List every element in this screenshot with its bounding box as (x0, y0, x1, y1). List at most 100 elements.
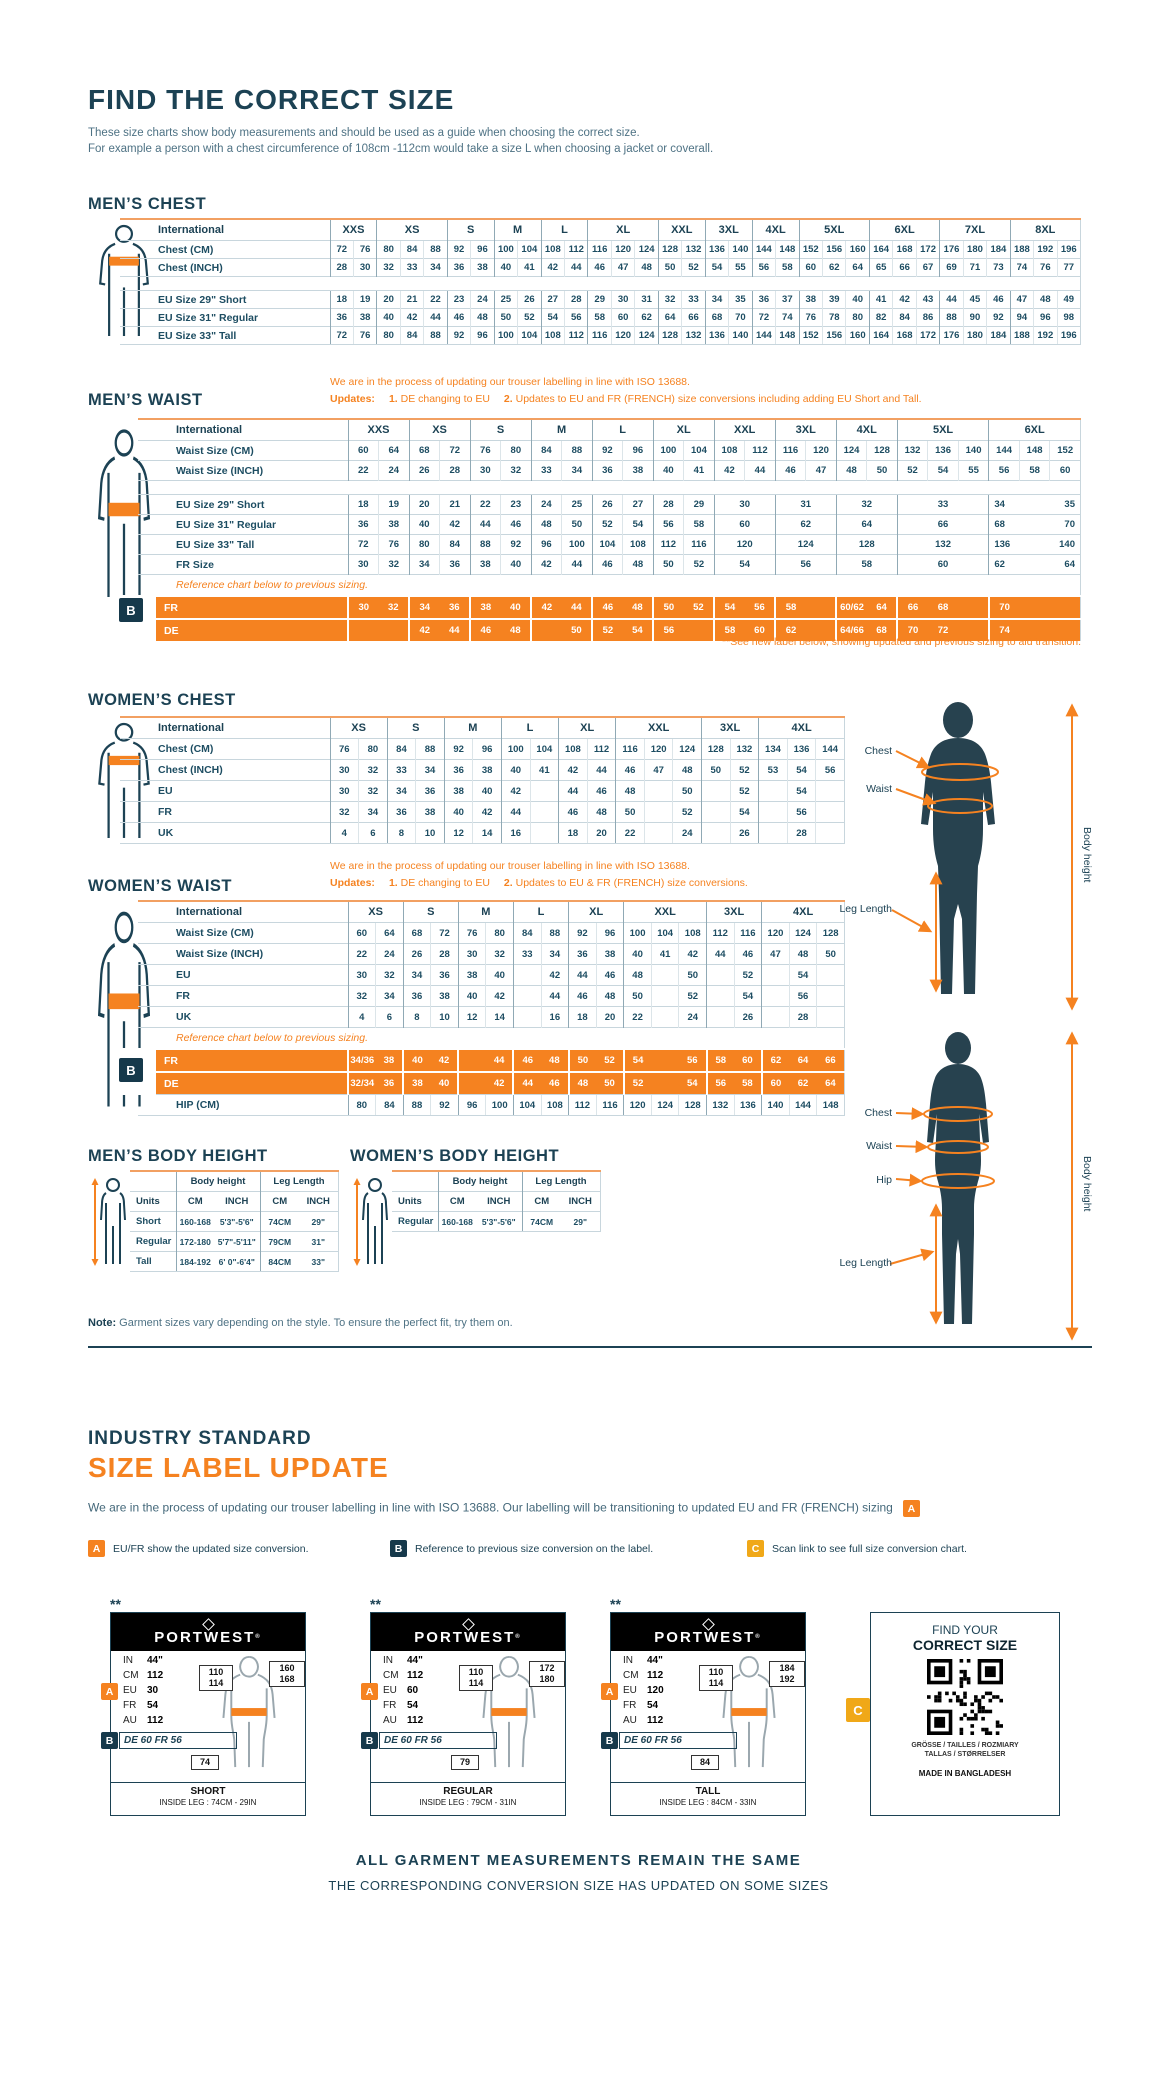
size-cell: 26 (729, 822, 759, 844)
size-group-header: XXL (713, 418, 776, 441)
iso-note: We are in the process of updating our tr… (330, 376, 690, 388)
size-cell: 64/66 (835, 618, 867, 641)
row-label: EU Size 29" Short (120, 290, 330, 309)
size-cell: 47 (805, 460, 837, 481)
size-cell: 48 (586, 801, 616, 823)
size-cell: 46 (733, 943, 762, 965)
size-cell: 144 (751, 240, 776, 259)
size-cell: 22 (623, 1006, 652, 1028)
size-cell: 20 (408, 494, 440, 515)
size-cell: 80 (485, 922, 514, 944)
size-cell: 44 (586, 759, 616, 781)
size-cell: 100 (493, 326, 518, 345)
size-cell: 40 (408, 514, 440, 535)
label-size-row: FR 54 (623, 1700, 659, 1711)
badge-a: A (361, 1683, 378, 1700)
size-cell: 164 (868, 326, 893, 345)
size-group-header: XS (347, 900, 404, 923)
size-cell: 19 (352, 290, 377, 309)
table-row: FR 32 34 36 38 40 42 44 46 48 50 52 54 56 (120, 801, 845, 823)
size-cell: 58 (587, 308, 612, 327)
size-cell: 48 (541, 1048, 569, 1072)
size-cell: 55 (957, 460, 989, 481)
size-cell: 22 (615, 822, 645, 844)
size-cell: 23 (500, 494, 532, 515)
size-cell: 44 (558, 780, 588, 802)
size-label-card-short: ** PORTWEST® IN 44" CM 112 EU 30 FR 54 AU 112 A B 110 1… (101, 1596, 306, 1828)
size-cell: 67 (915, 258, 940, 277)
size-cell: 42 (678, 943, 707, 965)
size-cell: 68 (408, 440, 440, 461)
size-cell: 108 (540, 240, 565, 259)
size-cell: 60 (713, 514, 776, 535)
size-cell: 41 (517, 258, 542, 277)
size-cell: 144 (815, 738, 845, 760)
size-cell (1019, 595, 1050, 619)
size-cell: 96 (530, 534, 562, 555)
table-row: Chest (INCH) 28 30 32 33 34 36 38 40 41 42 44 46 47 48… (120, 258, 1081, 277)
size-cell: 136 (927, 440, 959, 461)
size-cell: 136 140 (988, 534, 1081, 555)
height-measure-box: 184 192 (769, 1661, 805, 1687)
size-cell: 39 (822, 290, 846, 309)
label-size-row: EU 30 (123, 1685, 159, 1696)
size-cell: 92 (591, 440, 623, 461)
size-cell: 26 (733, 1006, 762, 1028)
size-cell: 188 (1009, 240, 1034, 259)
size-cell: 184 (986, 326, 1011, 345)
size-cell: 52 (729, 780, 759, 802)
fit-label: Regular (392, 1211, 438, 1232)
size-cell (1019, 618, 1050, 641)
size-cell: 25 (493, 290, 518, 309)
size-cell: 33 (681, 290, 706, 309)
size-cell (816, 964, 845, 986)
size-cell: 36 (386, 801, 416, 823)
size-cell: 44 (500, 801, 531, 823)
size-cell: 116 (615, 738, 645, 760)
size-cell: 48 (622, 595, 654, 619)
size-cell: 38 (378, 514, 410, 535)
size-cell: 152 (798, 326, 823, 345)
size-cell: 112 (586, 738, 616, 760)
garment-label: PORTWEST® IN 44" CM 112 EU 60 FR 54 AU 112 A B 110 114… (361, 1612, 566, 1816)
size-cell: 20 (376, 290, 401, 309)
size-cell: 148 (816, 1094, 845, 1116)
size-cell: 44 (561, 595, 593, 619)
size-cell: 46 (469, 618, 501, 641)
size-cell: 64 (375, 922, 404, 944)
size-cell (706, 985, 735, 1007)
size-cell: 108 (540, 326, 565, 345)
size-group-header: XS (376, 218, 448, 241)
size-cell: 48 (835, 460, 867, 481)
size-cell: 30 (457, 943, 486, 965)
size-cell: 42 (892, 290, 917, 309)
label-size-row: CM 112 (123, 1670, 164, 1681)
brand-logo: PORTWEST® (611, 1613, 805, 1651)
label-size-row: EU 60 (383, 1685, 419, 1696)
qr-card-line1: FIND YOUR (932, 1623, 998, 1637)
size-cell: 76 (469, 440, 501, 461)
size-cell: 58 (774, 595, 806, 619)
size-cell: 104 (650, 922, 679, 944)
size-group-header: XXL (657, 218, 706, 241)
size-cell: 72 (329, 240, 354, 259)
size-group-header: S (469, 418, 532, 441)
size-cell: 26 (591, 494, 623, 515)
card-stars: ** (370, 1596, 381, 1612)
table-row: EU Size 33" Tall 72 76 80 84 88 92 96 100 104 108 1… (120, 326, 1081, 345)
size-cell: 100 (500, 738, 531, 760)
size-cell: 24 (530, 494, 562, 515)
size-cell: 29 (587, 290, 612, 309)
size-cell (701, 780, 731, 802)
size-cell: 34 (423, 258, 448, 277)
unit-column-header: CM (259, 1191, 300, 1212)
height-cell: 172-180 (175, 1231, 214, 1252)
size-cell: 54 (788, 964, 817, 986)
size-cell: 144 (751, 326, 776, 345)
size-cell: 124 (650, 1094, 679, 1116)
industry-standard-heading: INDUSTRY STANDARD (88, 1428, 312, 1449)
size-cell: 84 (399, 326, 424, 345)
size-cell: 36 (446, 258, 471, 277)
size-cell: 56 (988, 460, 1020, 481)
size-cell: 40 (376, 308, 401, 327)
